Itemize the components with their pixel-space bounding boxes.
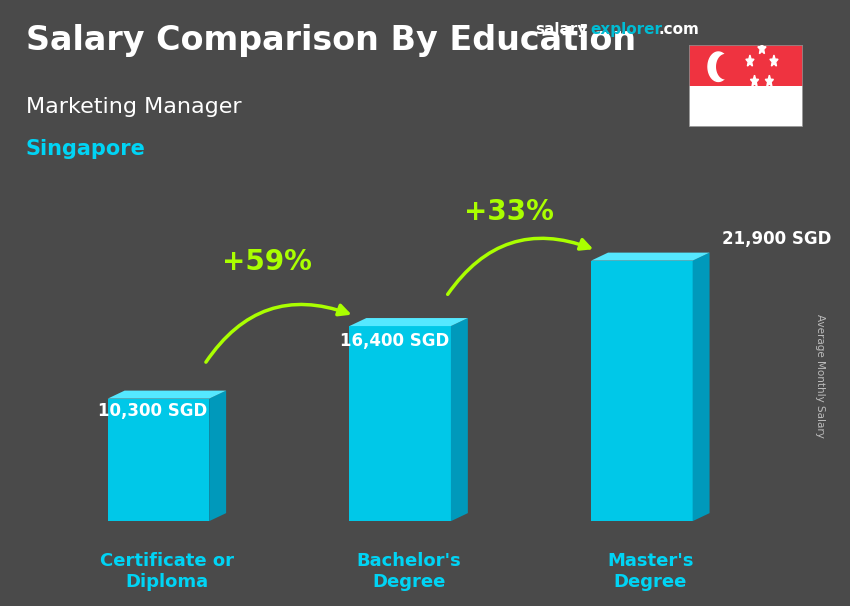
Polygon shape [708,52,728,81]
Text: .com: .com [659,22,700,38]
Polygon shape [717,55,734,79]
Polygon shape [108,399,209,521]
Text: Certificate or
Diploma: Certificate or Diploma [100,552,234,591]
Polygon shape [758,42,766,54]
Polygon shape [591,261,693,521]
Text: Salary Comparison By Education: Salary Comparison By Education [26,24,636,57]
Bar [688,87,803,127]
Text: 16,400 SGD: 16,400 SGD [340,332,449,350]
Text: +33%: +33% [464,198,554,227]
Polygon shape [209,391,226,521]
Polygon shape [450,318,468,521]
Text: Master's
Degree: Master's Degree [607,552,694,591]
Polygon shape [745,55,754,66]
Text: explorer: explorer [591,22,663,38]
Polygon shape [349,318,468,326]
Bar [688,45,803,87]
Polygon shape [770,55,778,66]
Polygon shape [751,75,758,86]
Text: Marketing Manager: Marketing Manager [26,97,241,117]
Polygon shape [591,253,710,261]
Polygon shape [693,253,710,521]
Text: salary: salary [536,22,588,38]
Text: Average Monthly Salary: Average Monthly Salary [815,314,825,438]
Polygon shape [108,391,226,399]
Text: 10,300 SGD: 10,300 SGD [98,402,207,420]
Text: Bachelor's
Degree: Bachelor's Degree [356,552,461,591]
Text: +59%: +59% [223,248,312,276]
Text: 21,900 SGD: 21,900 SGD [722,230,831,248]
Polygon shape [349,326,450,521]
Polygon shape [765,75,774,86]
Text: Singapore: Singapore [26,139,145,159]
